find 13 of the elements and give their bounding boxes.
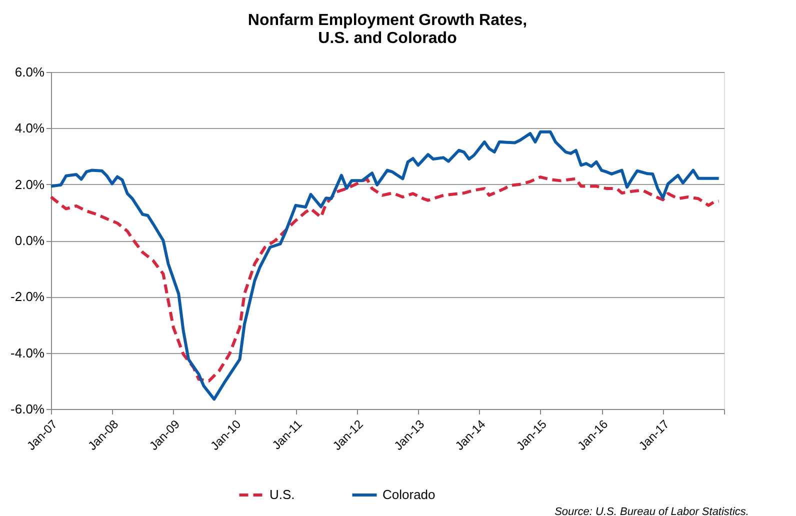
- source-note: Source: U.S. Bureau of Labor Statistics.: [554, 506, 749, 516]
- y-tick-label: 6.0%: [14, 64, 45, 80]
- y-tick-label: -2.0%: [10, 289, 45, 304]
- y-tick-label: 2.0%: [14, 176, 45, 192]
- y-tick-label: -4.0%: [10, 345, 45, 360]
- y-tick-label: 4.0%: [14, 120, 45, 136]
- legend-label: Colorado: [382, 487, 436, 502]
- y-tick-label: 0.0%: [14, 233, 45, 248]
- y-tick-label: -6.0%: [10, 402, 45, 416]
- legend-label: U.S.: [270, 487, 295, 502]
- line-series: [50, 176, 720, 382]
- line-series: [50, 130, 720, 401]
- chart-title: Nonfarm Employment Growth Rates, U.S. and Colorado: [248, 12, 528, 47]
